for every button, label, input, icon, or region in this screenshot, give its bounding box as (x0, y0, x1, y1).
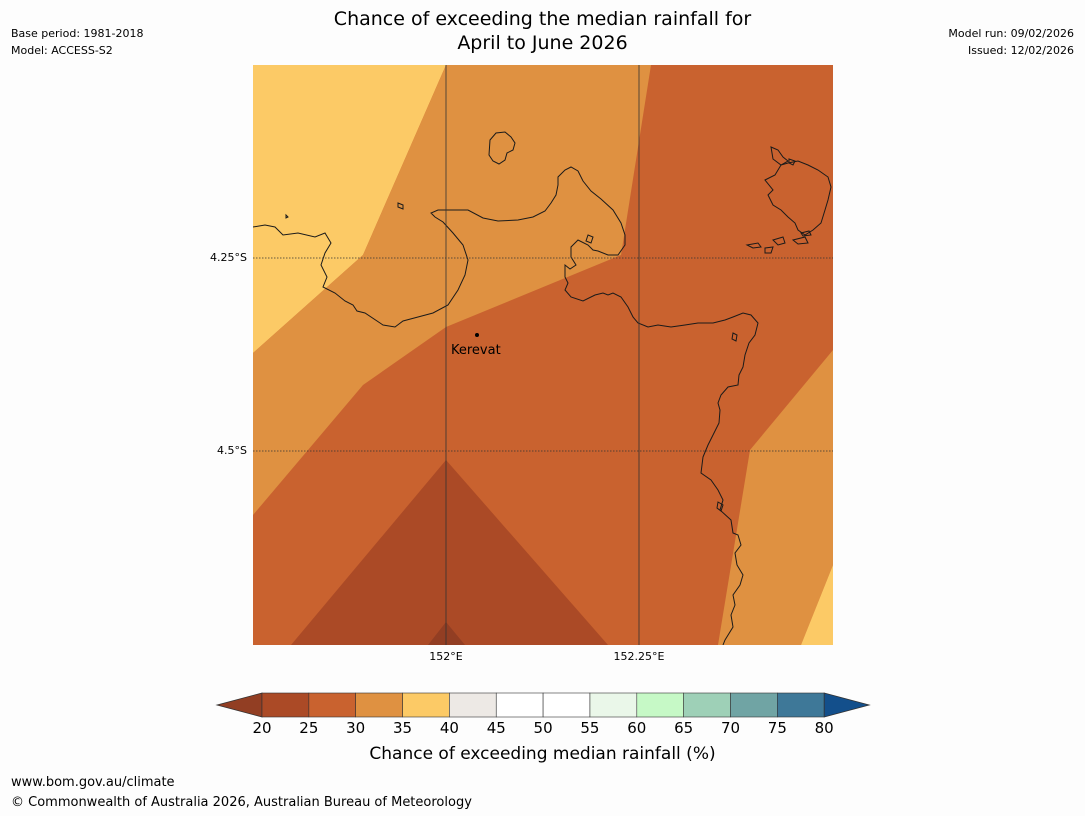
colorbar-segment-75 (777, 692, 825, 718)
model-name: Model: ACCESS-S2 (11, 44, 113, 57)
colorbar-segment-65 (683, 692, 731, 718)
rainfall-map (253, 65, 833, 645)
lon-label-152: 152°E (429, 650, 463, 663)
run-info: Model run: 09/02/2026 Issued: 12/02/2026 (948, 25, 1074, 59)
footer-url[interactable]: www.bom.gov.au/climate (11, 775, 175, 790)
place-label-kerevat: Kerevat (451, 343, 501, 358)
colorbar-tick-55: 55 (580, 719, 600, 737)
graticule (253, 65, 833, 645)
zone-below-20 (428, 622, 465, 645)
lat-label-4-5: 4.5°S (217, 444, 247, 457)
colorbar (215, 692, 871, 718)
colorbar-segment-60 (636, 692, 684, 718)
footer-copyright: © Commonwealth of Australia 2026, Austra… (11, 795, 472, 810)
colorbar-segment-50 (542, 692, 591, 718)
colorbar-segment-30 (355, 692, 403, 718)
colorbar-segment-20 (261, 692, 310, 718)
coastline (253, 131, 832, 645)
colorbar-tick-50: 50 (533, 719, 553, 737)
colorbar-tick-70: 70 (720, 719, 741, 737)
colorbar-tick-45: 45 (486, 719, 506, 737)
colorbar-tick-75: 75 (767, 719, 787, 737)
zone-35-40-southeast (801, 565, 833, 645)
colorbar-tick-30: 30 (346, 719, 366, 737)
colorbar-tick-60: 60 (627, 719, 647, 737)
zone-30-35-southeast (718, 350, 833, 645)
lat-label-4-25: 4.25°S (210, 251, 247, 264)
issued-date: Issued: 12/02/2026 (967, 44, 1074, 57)
colorbar-tick-35: 35 (393, 719, 413, 737)
colorbar-tick-65: 65 (674, 719, 694, 737)
colorbar-segment-40 (449, 692, 497, 718)
map-title: Chance of exceeding the median rainfall … (333, 8, 752, 54)
zone-20-25 (291, 460, 608, 645)
zone-35-40 (253, 65, 446, 353)
colorbar-segment-70 (730, 692, 778, 718)
model-info: Base period: 1981-2018 Model: ACCESS-S2 (11, 25, 143, 59)
model-run: Model run: 09/02/2026 (948, 27, 1074, 40)
kerevat-marker (475, 333, 479, 337)
colorbar-extend-high (823, 692, 871, 718)
colorbar-segment-35 (402, 692, 450, 718)
colorbar-tick-40: 40 (439, 719, 459, 737)
lon-label-152-25: 152.25°E (613, 650, 665, 663)
colorbar-segment-45 (495, 692, 544, 718)
colorbar-tick-25: 25 (299, 719, 319, 737)
colorbar-label: Chance of exceeding median rainfall (%) (369, 744, 716, 764)
colorbar-segment-55 (589, 692, 638, 718)
base-period: Base period: 1981-2018 (11, 27, 144, 40)
colorbar-tick-20: 20 (252, 719, 272, 737)
zone-30-35-north (253, 65, 651, 515)
probability-zones (253, 65, 833, 645)
colorbar-tick-80: 80 (814, 719, 834, 737)
colorbar-segment-25 (308, 692, 356, 718)
colorbar-extend-low (215, 692, 263, 718)
